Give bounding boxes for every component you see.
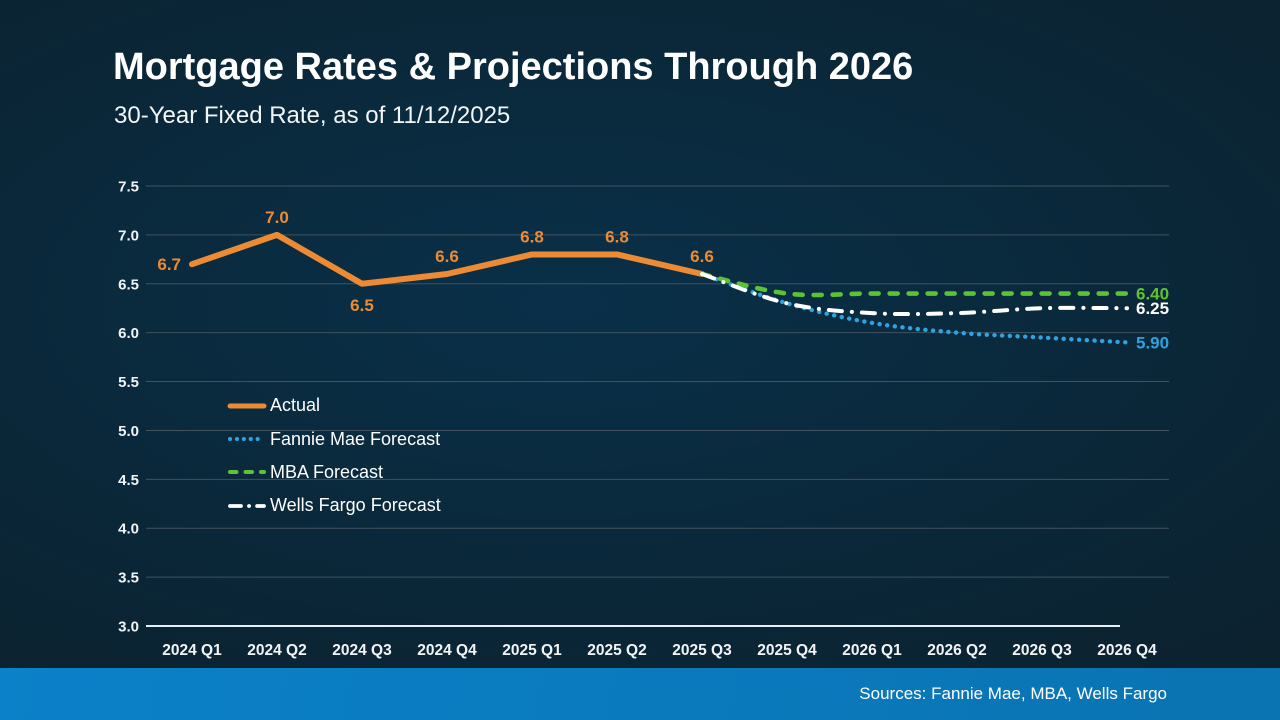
header: Mortgage Rates & Projections Through 202… — [113, 46, 913, 130]
data-label: 6.7 — [157, 255, 181, 274]
footer-bar: Sources: Fannie Mae, MBA, Wells Fargo — [0, 668, 1280, 720]
x-axis-label: 2025 Q4 — [757, 642, 817, 659]
data-label: 7.0 — [265, 208, 289, 227]
y-axis-label: 5.0 — [118, 423, 139, 440]
x-axis-label: 2026 Q3 — [1012, 642, 1072, 659]
legend-swatch-actual-line — [227, 403, 267, 409]
legend-swatch-wells-fargo-line — [228, 503, 266, 508]
series-line-actual — [189, 231, 705, 287]
legend-item-actual: Actual — [227, 389, 441, 422]
x-axis-label: 2024 Q3 — [332, 642, 392, 659]
chart-legend: Actual Fannie Mae Forecast MBA Forecast … — [227, 389, 441, 523]
legend-swatch-mba-line — [228, 470, 266, 475]
legend-label-actual: Actual — [270, 395, 321, 416]
x-axis-label: 2025 Q1 — [502, 642, 562, 659]
x-axis-label: 2024 Q2 — [247, 642, 306, 659]
data-label: 6.6 — [690, 247, 714, 266]
x-axis-label: 2026 Q2 — [927, 642, 986, 659]
data-label: 6.5 — [350, 296, 374, 315]
legend-item-fannie-mae: Fannie Mae Forecast — [227, 422, 441, 455]
data-label: 6.8 — [520, 227, 544, 246]
legend-item-mba: MBA Forecast — [227, 456, 441, 489]
y-axis-label: 5.5 — [118, 374, 139, 391]
legend-label-mba: MBA Forecast — [270, 461, 384, 482]
x-axis-label: 2026 Q4 — [1097, 642, 1157, 659]
y-axis-label: 6.0 — [118, 325, 139, 342]
x-axis-label: 2025 Q2 — [587, 642, 646, 659]
x-axis-label: 2025 Q3 — [672, 642, 732, 659]
y-axis-label: 3.5 — [118, 570, 139, 587]
sources-note: Sources: Fannie Mae, MBA, Wells Fargo — [859, 684, 1167, 703]
data-label: 6.6 — [435, 247, 459, 266]
legend-label-wells-fargo: Wells Fargo Forecast — [270, 495, 441, 516]
page-title: Mortgage Rates & Projections Through 202… — [113, 46, 914, 88]
y-axis-label: 7.0 — [118, 227, 139, 244]
legend-label-fannie-mae: Fannie Mae Forecast — [270, 428, 441, 449]
series-end-label: 6.40 — [1136, 285, 1169, 304]
series-end-label: 6.25 — [1136, 299, 1169, 318]
x-axis-label: 2024 Q1 — [162, 642, 222, 659]
y-axis-label: 3.0 — [118, 619, 139, 636]
y-axis-label: 7.5 — [118, 179, 139, 196]
series-line-wells-fargo-forecast — [700, 272, 1129, 317]
legend-swatch-fannie-mae-line — [228, 437, 266, 442]
x-axis-label: 2024 Q4 — [417, 642, 477, 659]
page-subtitle: 30-Year Fixed Rate, as of 11/12/2025 — [114, 101, 511, 129]
series-line-mba-forecast — [699, 271, 1130, 298]
series-end-label: 5.90 — [1136, 333, 1169, 352]
y-axis-label: 4.0 — [118, 521, 139, 538]
y-axis-label: 6.5 — [118, 276, 139, 293]
legend-item-wells-fargo: Wells Fargo Forecast — [227, 489, 441, 522]
y-axis-label: 4.5 — [118, 472, 139, 489]
x-axis-label: 2026 Q1 — [842, 642, 902, 659]
data-label: 6.8 — [605, 227, 629, 246]
